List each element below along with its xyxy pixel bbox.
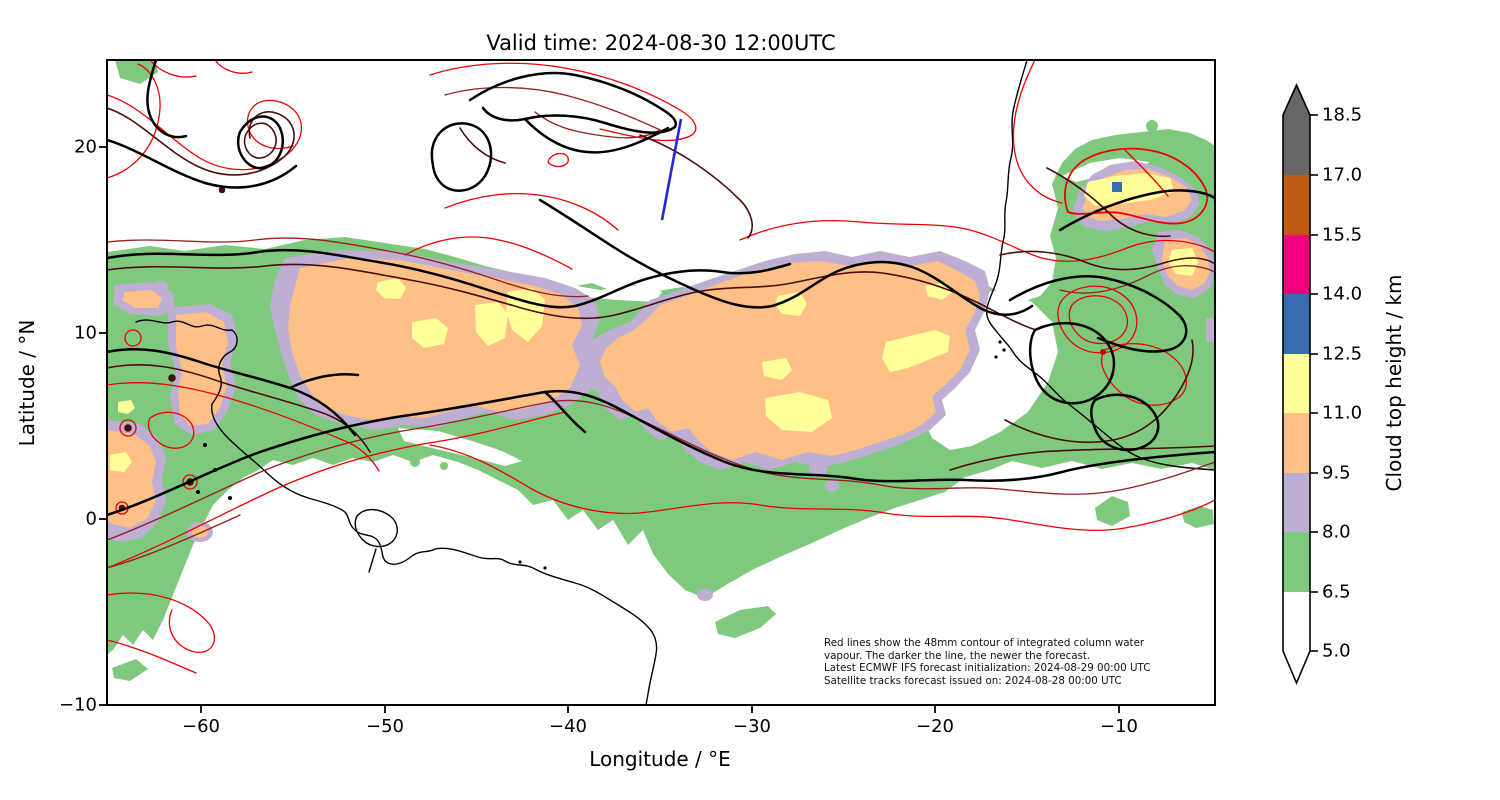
y-axis-label: Latitude / °N [15,319,39,447]
colorbar-label: Cloud top height / km [1382,274,1406,492]
colorbar-tick-label: 18.5 [1322,104,1363,126]
x-tick-label: −40 [549,716,587,737]
colorbar-under-arrow [1283,651,1310,683]
annotation-line: vapour. The darker the line, the newer t… [824,649,1091,662]
coastlines-layer [135,60,1215,705]
colorbar-tick-label: 17.0 [1322,164,1363,186]
x-tick-label: −30 [733,716,771,737]
forecast-annotation: Red lines show the 48mm contour of integ… [824,637,1204,687]
iwv-contour-red-oldest [107,60,1215,674]
annotation-line: Satellite tracks forecast issued on: 202… [824,674,1122,687]
axis-tick-marks [99,146,1120,713]
colorbar-tick-label: 12.5 [1322,343,1363,365]
cloud-blue-cell [1112,182,1122,192]
x-tick-label: −50 [366,716,404,737]
satellite-track-line [660,118,683,221]
colorbar [1282,83,1318,686]
x-tick-label: −60 [182,716,220,737]
coastline-marajo-island [354,508,398,548]
plot-title: Valid time: 2024-08-30 12:00UTC [486,31,836,55]
y-tick-label: 0 [85,508,97,530]
iwv-contour-red-thick [1064,147,1209,225]
annotation-line: Red lines show the 48mm contour of integ… [824,637,1145,649]
colorbar-tick-label: 6.5 [1322,581,1351,603]
colorbar-tick-label: 5.0 [1322,640,1351,662]
cloud-yellow-layer [110,173,1198,472]
coastline-africa [985,60,1215,471]
plot-border [106,59,1216,706]
annotation-line: Latest ECMWF IFS forecast initialization… [824,662,1151,675]
y-tick-label: 10 [74,322,97,344]
x-tick-label: −20 [916,716,954,737]
x-tick-label: −10 [1100,716,1138,737]
x-axis-label: Longitude / °E [589,747,731,771]
colorbar-tick-marks [1310,114,1318,652]
colorbar-tick-label: 15.5 [1322,224,1363,246]
colorbar-over-arrow [1283,85,1310,115]
iwv-contour-red-mid [107,86,1215,569]
colorbar-tick-label: 8.0 [1322,521,1351,543]
colorbar-tick-label: 11.0 [1322,402,1363,424]
colorbar-tick-label: 9.5 [1322,462,1351,484]
y-tick-label: −10 [59,694,97,716]
colorbar-tick-label: 14.0 [1322,283,1363,305]
y-tick-label: 20 [74,136,97,158]
map-layers [107,60,1215,705]
coastline-south-america [135,319,658,705]
iwv-contour-black-latest [107,60,1215,517]
